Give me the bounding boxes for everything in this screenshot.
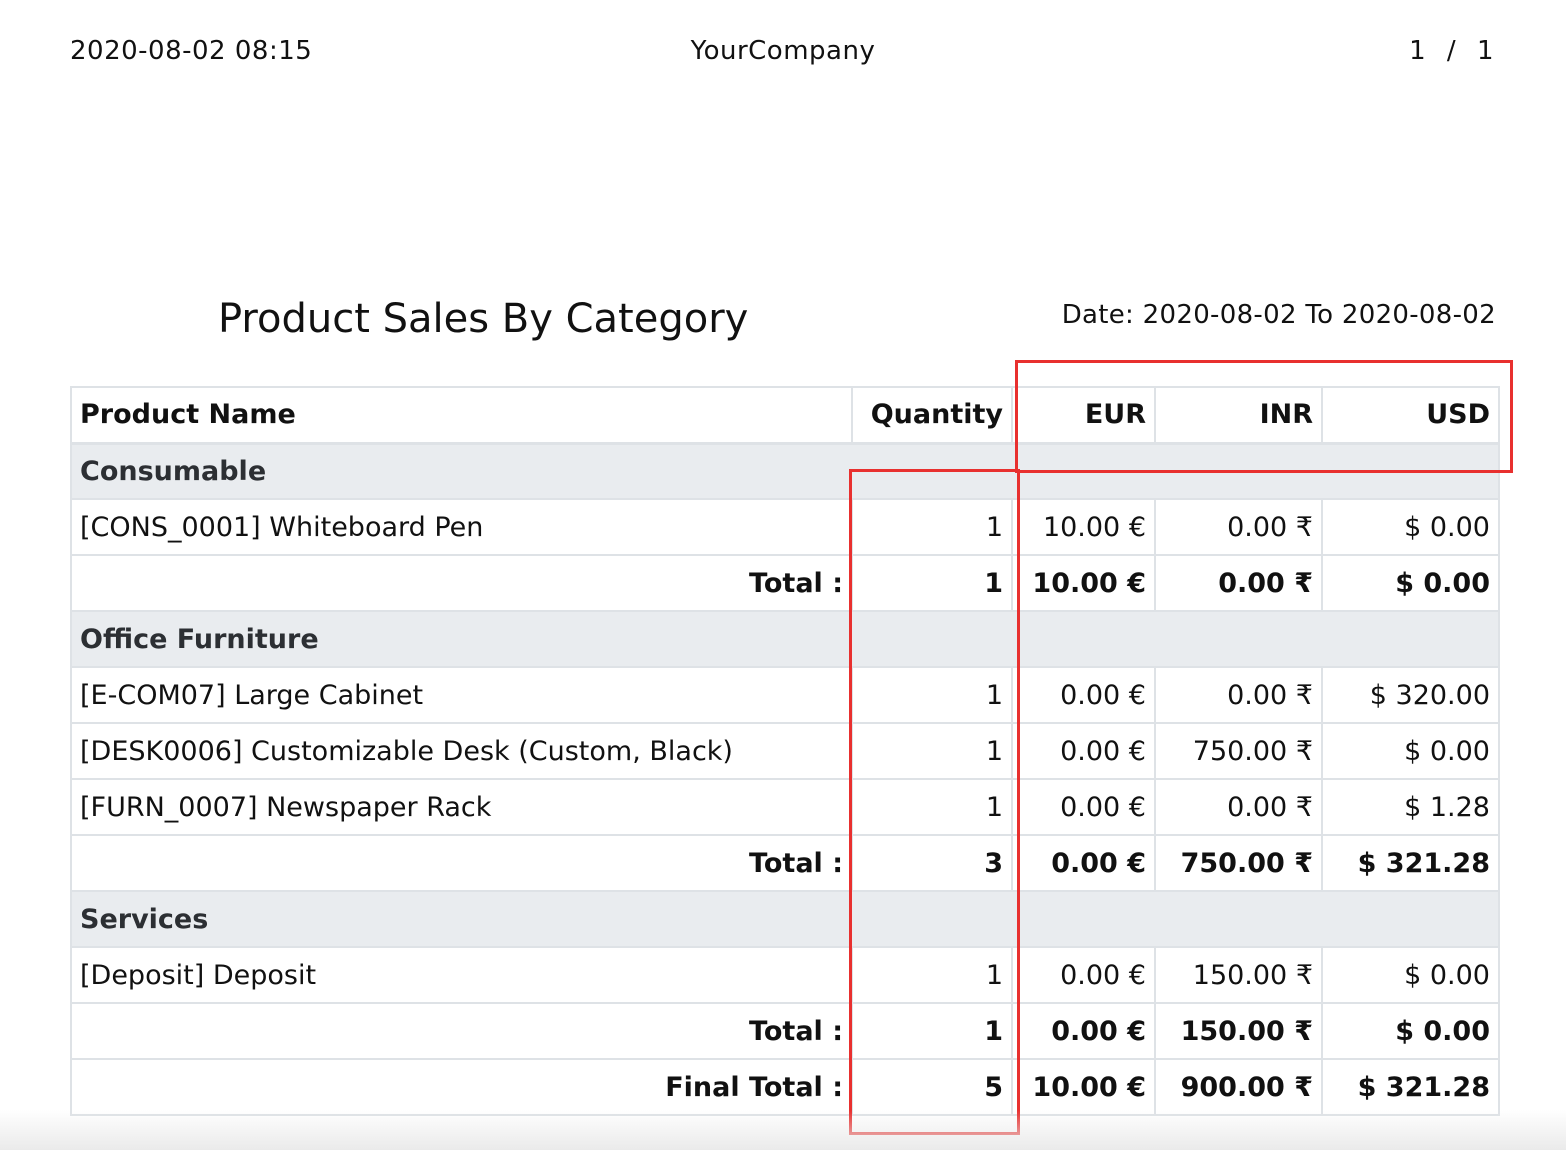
usd-cell: $ 0.00 <box>1321 498 1500 556</box>
final-total-usd: $ 321.28 <box>1321 1058 1500 1116</box>
final-total-row: Final Total : 5 10.00 € 900.00 ₹ $ 321.2… <box>70 1058 1500 1116</box>
category-row-office-furniture: Office Furniture <box>70 610 1500 668</box>
column-header-usd: USD <box>1321 386 1500 445</box>
quantity-cell: 1 <box>851 722 1013 780</box>
column-header-quantity: Quantity <box>851 386 1013 445</box>
product-name: [DESK0006] Customizable Desk (Custom, Bl… <box>70 722 853 780</box>
category-total-row: Total : 1 0.00 € 150.00 ₹ $ 0.00 <box>70 1002 1500 1060</box>
report-date-range: Date: 2020-08-02 To 2020-08-02 <box>1061 300 1496 330</box>
quantity-cell: 1 <box>851 946 1013 1004</box>
total-eur: 0.00 € <box>1011 834 1156 892</box>
inr-cell: 0.00 ₹ <box>1154 666 1323 724</box>
inr-cell: 150.00 ₹ <box>1154 946 1323 1004</box>
total-usd: $ 0.00 <box>1321 554 1500 612</box>
total-inr: 750.00 ₹ <box>1154 834 1323 892</box>
final-total-quantity: 5 <box>851 1058 1013 1116</box>
total-label: Total : <box>70 1002 853 1060</box>
table-row: [FURN_0007] Newspaper Rack 1 0.00 € 0.00… <box>70 778 1500 836</box>
sales-table: Product Name Quantity EUR INR USD Consum… <box>70 386 1500 1116</box>
inr-cell: 0.00 ₹ <box>1154 498 1323 556</box>
quantity-cell: 1 <box>851 666 1013 724</box>
table-header-row: Product Name Quantity EUR INR USD <box>70 386 1500 445</box>
total-inr: 150.00 ₹ <box>1154 1002 1323 1060</box>
final-total-inr: 900.00 ₹ <box>1154 1058 1323 1116</box>
category-name: Consumable <box>70 442 1500 500</box>
total-usd: $ 0.00 <box>1321 1002 1500 1060</box>
category-name: Office Furniture <box>70 610 1500 668</box>
eur-cell: 0.00 € <box>1011 778 1156 836</box>
company-name: YourCompany <box>690 36 876 66</box>
table-row: [DESK0006] Customizable Desk (Custom, Bl… <box>70 722 1500 780</box>
usd-cell: $ 320.00 <box>1321 666 1500 724</box>
usd-cell: $ 0.00 <box>1321 722 1500 780</box>
category-name: Services <box>70 890 1500 948</box>
eur-cell: 0.00 € <box>1011 666 1156 724</box>
eur-cell: 0.00 € <box>1011 722 1156 780</box>
total-label: Total : <box>70 554 853 612</box>
inr-cell: 750.00 ₹ <box>1154 722 1323 780</box>
report-title: Product Sales By Category <box>218 296 749 342</box>
page-bottom-edge <box>0 1110 1566 1150</box>
category-total-row: Total : 3 0.00 € 750.00 ₹ $ 321.28 <box>70 834 1500 892</box>
product-name: [CONS_0001] Whiteboard Pen <box>70 498 853 556</box>
product-name: [Deposit] Deposit <box>70 946 853 1004</box>
table-row: [CONS_0001] Whiteboard Pen 1 10.00 € 0.0… <box>70 498 1500 556</box>
quantity-cell: 1 <box>851 498 1013 556</box>
final-total-label: Final Total : <box>70 1058 853 1116</box>
total-quantity: 3 <box>851 834 1013 892</box>
page-indicator: 1 / 1 <box>1409 36 1494 66</box>
table-row: [E-COM07] Large Cabinet 1 0.00 € 0.00 ₹ … <box>70 666 1500 724</box>
inr-cell: 0.00 ₹ <box>1154 778 1323 836</box>
total-eur: 10.00 € <box>1011 554 1156 612</box>
column-header-inr: INR <box>1154 386 1323 445</box>
total-quantity: 1 <box>851 1002 1013 1060</box>
total-usd: $ 321.28 <box>1321 834 1500 892</box>
total-label: Total : <box>70 834 853 892</box>
column-header-product-name: Product Name <box>70 386 853 445</box>
category-row-services: Services <box>70 890 1500 948</box>
product-name: [FURN_0007] Newspaper Rack <box>70 778 853 836</box>
table-row: [Deposit] Deposit 1 0.00 € 150.00 ₹ $ 0.… <box>70 946 1500 1004</box>
product-name: [E-COM07] Large Cabinet <box>70 666 853 724</box>
total-quantity: 1 <box>851 554 1013 612</box>
usd-cell: $ 1.28 <box>1321 778 1500 836</box>
category-row-consumable: Consumable <box>70 442 1500 500</box>
print-timestamp: 2020-08-02 08:15 <box>70 36 313 66</box>
column-header-eur: EUR <box>1011 386 1156 445</box>
quantity-cell: 1 <box>851 778 1013 836</box>
eur-cell: 10.00 € <box>1011 498 1156 556</box>
total-inr: 0.00 ₹ <box>1154 554 1323 612</box>
total-eur: 0.00 € <box>1011 1002 1156 1060</box>
usd-cell: $ 0.00 <box>1321 946 1500 1004</box>
page-header: 2020-08-02 08:15 YourCompany 1 / 1 <box>0 36 1566 72</box>
eur-cell: 0.00 € <box>1011 946 1156 1004</box>
category-total-row: Total : 1 10.00 € 0.00 ₹ $ 0.00 <box>70 554 1500 612</box>
final-total-eur: 10.00 € <box>1011 1058 1156 1116</box>
